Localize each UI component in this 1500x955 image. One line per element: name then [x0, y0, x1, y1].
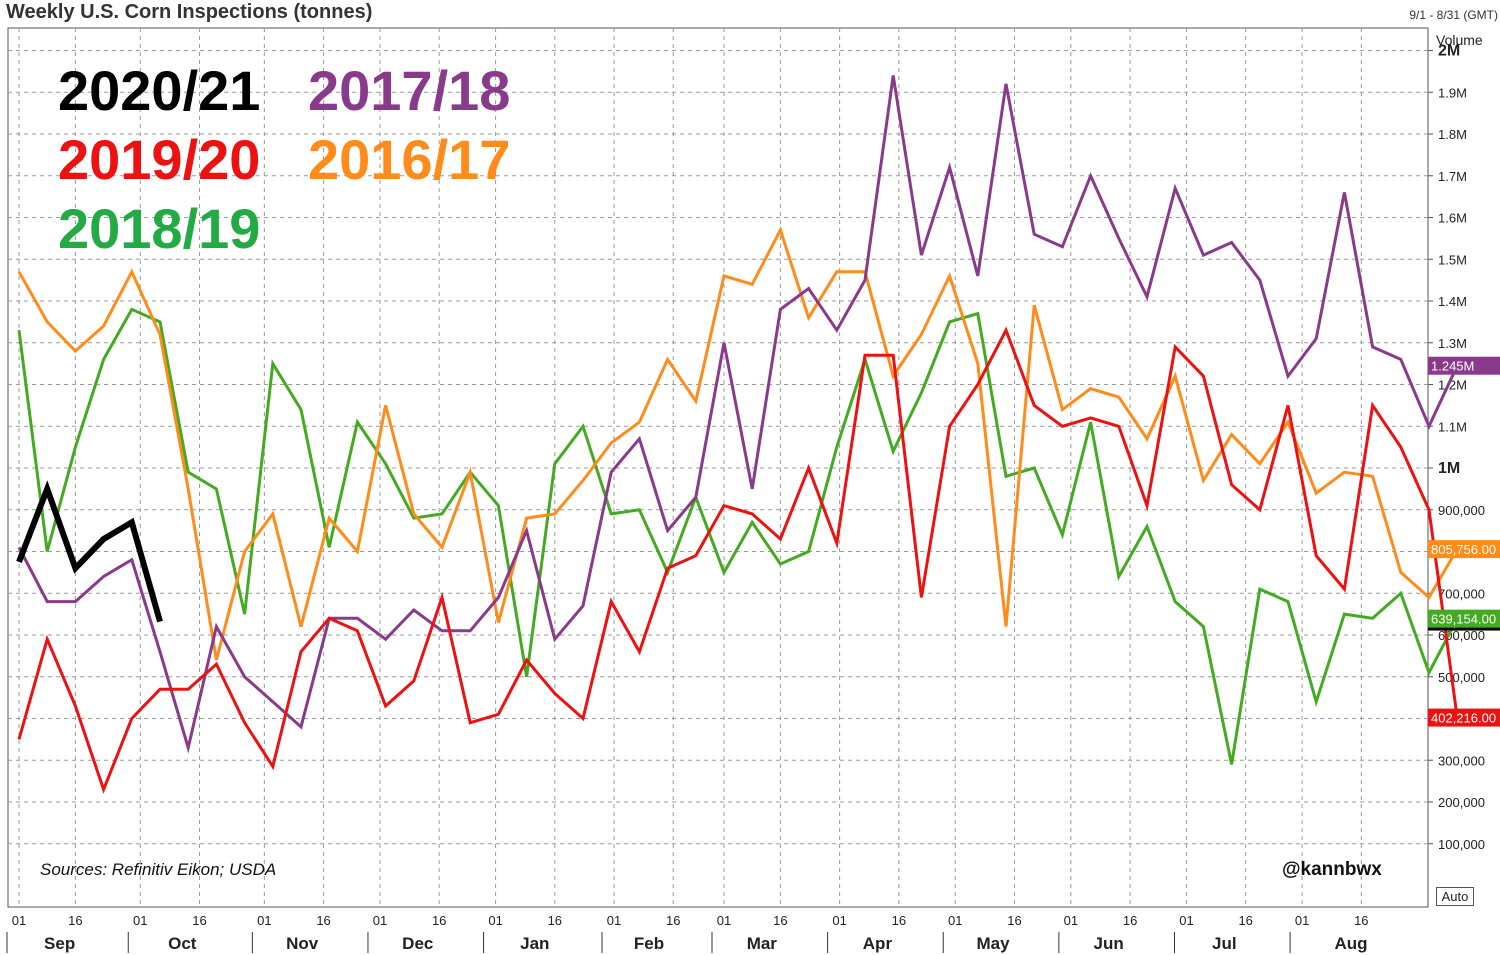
y-tick-label: 1.7M	[1438, 169, 1467, 184]
series-line-2020-21	[16, 480, 163, 623]
last-value-tag-bg	[1428, 356, 1500, 375]
last-value-tag-text: 639,154.00	[1431, 612, 1496, 627]
month-label: Nov	[286, 934, 319, 953]
last-value-tag-text: 805,756.00	[1431, 542, 1496, 557]
date-range-label: 9/1 - 8/31 (GMT)	[1409, 8, 1498, 22]
y-tick-label: 1.6M	[1438, 211, 1467, 226]
y-tick-label: 1.3M	[1438, 336, 1467, 351]
x-tick-label: 01	[12, 913, 26, 928]
chart-title: Weekly U.S. Corn Inspections (tonnes)	[6, 1, 373, 23]
y-tick-label: 900,000	[1438, 503, 1485, 518]
y-tick-label: 1.9M	[1438, 85, 1467, 100]
month-label: Sep	[44, 934, 75, 953]
x-tick-label: 01	[133, 913, 147, 928]
series-layer	[16, 75, 1459, 794]
series-line-2016-17	[17, 226, 1459, 661]
month-label: Mar	[747, 934, 778, 953]
x-tick-label: 16	[548, 913, 562, 928]
last-value-tag-2019-20: 402,216.00	[1428, 708, 1500, 727]
x-tick-label: 01	[1179, 913, 1193, 928]
x-tick-label: 01	[257, 913, 271, 928]
x-tick-label: 16	[1007, 913, 1021, 928]
y-tick-label: 1.5M	[1438, 252, 1467, 267]
y-tick-label: 500,000	[1438, 670, 1485, 685]
month-label: Apr	[863, 934, 893, 953]
series-line-2017-18	[17, 75, 1459, 754]
x-tick-label: 01	[717, 913, 731, 928]
y-tick-label: 100,000	[1438, 837, 1485, 852]
x-tick-label: 16	[192, 913, 206, 928]
last-value-tag-bg	[1428, 540, 1500, 559]
x-tick-label: 16	[666, 913, 680, 928]
month-label: Jun	[1094, 934, 1124, 953]
legend-entry-2020-21: 2020/21	[58, 59, 261, 122]
y-tick-label: 1.1M	[1438, 419, 1467, 434]
x-tick-label: 16	[316, 913, 330, 928]
y-tick-label: 300,000	[1438, 753, 1485, 768]
source-note: Sources: Refinitiv Eikon; USDA	[40, 860, 277, 879]
y-tick-label: 1.4M	[1438, 294, 1467, 309]
x-tick-label: 16	[68, 913, 82, 928]
x-tick-label: 01	[488, 913, 502, 928]
x-tick-label: 16	[432, 913, 446, 928]
last-value-tag-bg	[1428, 609, 1500, 628]
y-tick-label: 700,000	[1438, 586, 1485, 601]
last-value-tags: 632,184.00402,216.00639,154.001.245M805,…	[1428, 356, 1500, 727]
legend-entry-2016-17: 2016/17	[308, 128, 511, 191]
x-tick-label: 16	[892, 913, 906, 928]
x-tick-label: 16	[1123, 913, 1137, 928]
x-tick-label: 16	[1238, 913, 1252, 928]
month-label: May	[977, 934, 1011, 953]
x-tick-label: 01	[832, 913, 846, 928]
x-tick-label: 01	[373, 913, 387, 928]
x-tick-label: 01	[1295, 913, 1309, 928]
last-value-tag-bg	[1428, 708, 1500, 727]
y-tick-label: 200,000	[1438, 795, 1485, 810]
y-tick-label: 2M	[1438, 43, 1460, 60]
legend-entry-2019-20: 2019/20	[58, 128, 261, 191]
y-tick-label: 1.8M	[1438, 127, 1467, 142]
y-tick-label: 1M	[1438, 460, 1460, 477]
series-line-2019-20	[17, 326, 1459, 794]
y-axis-label: Volume	[1436, 32, 1483, 48]
x-tick-label: 01	[1064, 913, 1078, 928]
last-value-tag-text: 1.245M	[1431, 359, 1474, 374]
month-label: Dec	[402, 934, 433, 953]
legend-entry-2018-19: 2018/19	[58, 197, 261, 260]
y-tick-label: 1.2M	[1438, 378, 1467, 393]
legend-entry-2017-18: 2017/18	[308, 59, 511, 122]
month-label: Aug	[1335, 934, 1368, 953]
month-label: Oct	[168, 934, 197, 953]
x-tick-label: 01	[948, 913, 962, 928]
x-tick-label: 16	[1354, 913, 1368, 928]
x-tick-label: 01	[607, 913, 621, 928]
month-label: Jul	[1212, 934, 1237, 953]
last-value-tag-2016-17: 805,756.00	[1428, 540, 1500, 559]
month-label: Jan	[520, 934, 549, 953]
author-handle: @kannbwx	[1282, 859, 1382, 880]
series-line-2018-19	[17, 307, 1459, 765]
last-value-tag-2017-18: 1.245M	[1428, 356, 1500, 375]
month-label: Feb	[634, 934, 664, 953]
last-value-tag-text: 402,216.00	[1431, 711, 1496, 726]
auto-scale-button[interactable]: Auto	[1436, 887, 1474, 906]
last-value-tag-2018-19: 639,154.00	[1428, 609, 1500, 628]
x-tick-label: 16	[773, 913, 787, 928]
